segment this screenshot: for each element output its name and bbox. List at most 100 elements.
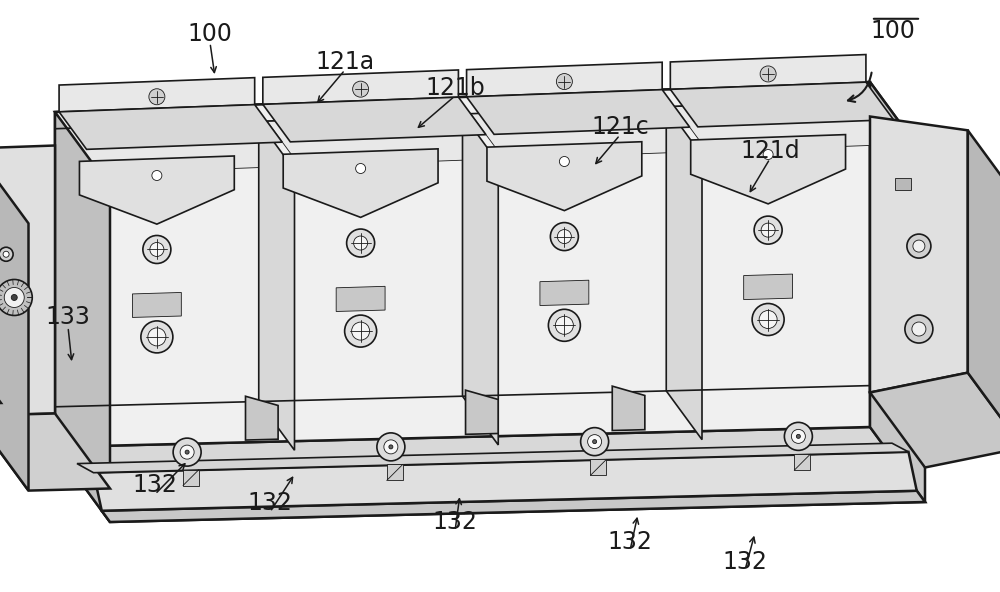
Circle shape	[752, 304, 784, 336]
Circle shape	[763, 150, 773, 159]
Polygon shape	[870, 82, 925, 502]
Circle shape	[180, 445, 194, 459]
Polygon shape	[55, 112, 110, 522]
Polygon shape	[0, 365, 1, 404]
Circle shape	[185, 450, 189, 454]
Circle shape	[791, 429, 805, 443]
Circle shape	[555, 316, 573, 334]
Circle shape	[150, 243, 164, 256]
Polygon shape	[0, 149, 28, 491]
Circle shape	[556, 73, 572, 89]
Circle shape	[912, 322, 926, 336]
Text: 121d: 121d	[740, 139, 800, 163]
Circle shape	[389, 445, 393, 449]
Circle shape	[345, 315, 377, 347]
Polygon shape	[471, 107, 691, 159]
Circle shape	[152, 170, 162, 181]
Polygon shape	[55, 82, 870, 447]
Circle shape	[548, 309, 580, 342]
Text: 100: 100	[188, 22, 232, 46]
Polygon shape	[870, 373, 1000, 468]
Circle shape	[0, 247, 13, 261]
Circle shape	[593, 440, 597, 443]
Circle shape	[550, 223, 578, 250]
Circle shape	[588, 435, 602, 449]
Polygon shape	[263, 70, 458, 104]
Polygon shape	[94, 452, 917, 511]
Circle shape	[4, 288, 24, 307]
Polygon shape	[259, 121, 294, 451]
Circle shape	[905, 315, 933, 343]
Circle shape	[913, 240, 925, 252]
Circle shape	[3, 251, 9, 258]
Circle shape	[557, 230, 571, 243]
Polygon shape	[487, 141, 642, 211]
Circle shape	[559, 156, 569, 166]
Circle shape	[173, 438, 201, 466]
Text: 133: 133	[46, 305, 90, 329]
Polygon shape	[263, 97, 486, 142]
Text: 121a: 121a	[315, 50, 375, 74]
Polygon shape	[612, 386, 645, 430]
Polygon shape	[674, 99, 895, 152]
Circle shape	[761, 223, 775, 237]
Text: 132: 132	[723, 551, 767, 574]
Circle shape	[143, 236, 171, 263]
Circle shape	[0, 279, 32, 316]
Text: 132: 132	[608, 530, 652, 554]
Circle shape	[377, 433, 405, 461]
Circle shape	[352, 322, 370, 340]
Polygon shape	[183, 469, 199, 485]
Polygon shape	[59, 105, 282, 149]
Text: 121b: 121b	[425, 76, 485, 99]
Polygon shape	[267, 114, 487, 166]
Text: 132: 132	[248, 491, 292, 515]
Polygon shape	[55, 82, 925, 187]
Circle shape	[384, 440, 398, 454]
Polygon shape	[63, 122, 284, 173]
Polygon shape	[670, 54, 866, 89]
Polygon shape	[55, 427, 925, 522]
Polygon shape	[466, 390, 498, 435]
Circle shape	[11, 294, 17, 301]
Circle shape	[347, 229, 375, 257]
Polygon shape	[79, 156, 234, 224]
Polygon shape	[336, 287, 385, 311]
Polygon shape	[670, 82, 893, 127]
Text: 132: 132	[133, 474, 177, 497]
Circle shape	[149, 89, 165, 105]
Polygon shape	[462, 114, 498, 445]
Circle shape	[784, 422, 812, 451]
Circle shape	[141, 321, 173, 353]
Text: 132: 132	[433, 510, 477, 534]
Polygon shape	[744, 274, 793, 300]
Polygon shape	[283, 149, 438, 217]
Polygon shape	[0, 146, 55, 416]
Polygon shape	[870, 117, 968, 392]
Circle shape	[754, 216, 782, 244]
Circle shape	[353, 81, 369, 97]
Polygon shape	[246, 396, 278, 440]
Circle shape	[760, 66, 776, 82]
Polygon shape	[540, 280, 589, 305]
Text: 121c: 121c	[591, 115, 649, 139]
Polygon shape	[59, 78, 255, 112]
Polygon shape	[132, 292, 181, 317]
Polygon shape	[102, 491, 925, 522]
Text: 100: 100	[871, 19, 915, 43]
Polygon shape	[467, 89, 690, 134]
Circle shape	[907, 234, 931, 258]
Circle shape	[581, 427, 609, 456]
Circle shape	[148, 328, 166, 346]
Polygon shape	[968, 130, 1000, 448]
Polygon shape	[895, 178, 911, 191]
Circle shape	[354, 236, 368, 250]
Circle shape	[796, 435, 800, 438]
Polygon shape	[387, 465, 403, 481]
Polygon shape	[666, 107, 702, 440]
Polygon shape	[77, 443, 908, 472]
Polygon shape	[691, 134, 846, 204]
Polygon shape	[590, 459, 606, 475]
Circle shape	[356, 163, 366, 173]
Polygon shape	[794, 454, 810, 470]
